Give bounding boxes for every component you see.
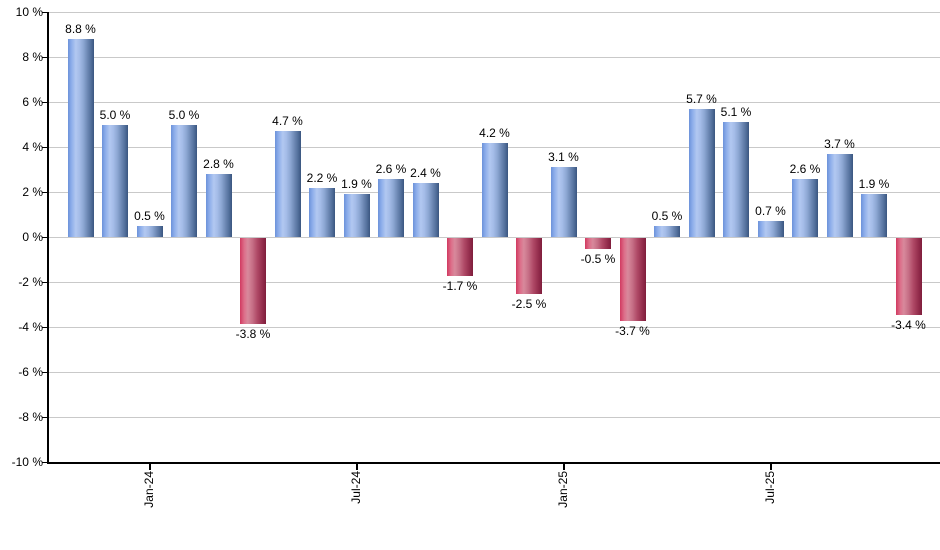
x-axis-tick-label: Jul-25 (763, 471, 777, 504)
bar-Nov-24 (481, 142, 508, 237)
bar-value-label-Aug-25: 2.6 % (789, 161, 821, 176)
bar-value-label-Sep-25: 3.7 % (824, 136, 855, 151)
bar-value-label-Nov-23: 8.8 % (65, 22, 96, 36)
bar-value-label-Jan-25: 3.1 % (548, 150, 579, 165)
bar-value-label-Nov-25: -3.4 % (891, 317, 926, 332)
bar-May-25 (688, 108, 715, 237)
gridline (48, 12, 940, 13)
bar-Dec-24 (516, 238, 542, 295)
bar-Apr-24 (240, 238, 266, 324)
x-axis-tick (562, 462, 565, 470)
bar-value-label-Mar-24: 2.8 % (203, 157, 234, 171)
bar-Mar-24 (205, 174, 232, 237)
bar-value-label-Dec-24: -2.5 % (511, 297, 547, 312)
bar-Oct-25 (861, 194, 887, 237)
y-axis-tick (42, 282, 48, 283)
y-axis-tick-label: 2 % (22, 185, 43, 199)
x-axis-tick-label: Jan-24 (142, 471, 156, 508)
x-axis-tick (148, 462, 151, 470)
gridline (48, 327, 940, 328)
bar-Sep-24 (412, 183, 439, 237)
y-axis-tick (42, 417, 48, 418)
bar-Jan-25 (550, 167, 577, 237)
bar-value-label-Feb-25: -0.5 % (580, 252, 616, 267)
bar-Jun-25 (723, 122, 749, 237)
y-axis-tick-label: 6 % (22, 95, 43, 109)
x-axis-tick (769, 462, 772, 470)
bar-value-label-Jan-24: 0.5 % (134, 208, 165, 223)
gridline (48, 57, 940, 58)
bar-Jul-25 (757, 221, 784, 237)
y-axis-tick (42, 192, 48, 193)
y-axis-tick (42, 57, 48, 58)
bar-value-label-Sep-24: 2.4 % (410, 166, 441, 180)
bar-value-label-Apr-25: 0.5 % (651, 208, 683, 223)
y-axis-tick-label: -8 % (18, 410, 43, 424)
bar-value-label-May-24: 4.7 % (272, 114, 303, 129)
bar-Nov-23 (67, 39, 94, 237)
bar-Aug-24 (378, 178, 404, 237)
y-axis-tick-label: 0 % (22, 230, 43, 244)
bar-value-label-Oct-25: 1.9 % (858, 177, 890, 192)
gridline (48, 417, 940, 418)
bar-Dec-23 (102, 124, 128, 237)
bar-value-label-Apr-24: -3.8 % (235, 326, 271, 341)
gridline (48, 237, 940, 238)
bar-value-label-Dec-23: 5.0 % (99, 107, 131, 122)
bar-Sep-25 (826, 153, 853, 237)
x-axis-tick-label: Jan-25 (556, 471, 570, 508)
y-axis-tick-label: -2 % (18, 275, 43, 289)
gridline (48, 282, 940, 283)
bar-value-label-Jun-24: 2.2 % (306, 170, 338, 185)
bar-value-label-Oct-24: -1.7 % (442, 279, 478, 294)
y-axis-tick-label: -6 % (18, 365, 43, 379)
x-axis-line (47, 462, 940, 464)
gridline (48, 102, 940, 103)
y-axis-tick (42, 147, 48, 148)
bar-value-label-Jul-24: 1.9 % (341, 177, 372, 192)
bar-May-24 (274, 131, 301, 237)
y-axis-tick (42, 372, 48, 373)
y-axis-tick (42, 12, 48, 13)
x-axis-tick-label: Jul-24 (349, 471, 363, 504)
y-axis-tick (42, 102, 48, 103)
bar-value-label-Feb-24: 5.0 % (168, 107, 200, 122)
y-axis-tick (42, 327, 48, 328)
bar-Jun-24 (309, 187, 335, 237)
y-axis-tick (42, 462, 48, 463)
bar-Nov-25 (895, 238, 922, 315)
bar-value-label-Nov-24: 4.2 % (479, 125, 510, 140)
bar-Mar-25 (619, 238, 646, 322)
bar-value-label-Aug-24: 2.6 % (375, 161, 407, 176)
bar-value-label-Mar-25: -3.7 % (615, 324, 650, 339)
y-axis-tick (42, 237, 48, 238)
y-axis-tick-label: 8 % (22, 50, 43, 64)
y-axis-tick-label: -4 % (18, 320, 43, 334)
bar-Jan-24 (136, 225, 163, 237)
gridline (48, 372, 940, 373)
bar-value-label-May-25: 5.7 % (686, 91, 717, 106)
bar-Feb-24 (171, 124, 197, 237)
bar-Oct-24 (447, 238, 473, 277)
bar-Aug-25 (792, 178, 818, 237)
bar-value-label-Jul-25: 0.7 % (755, 204, 786, 219)
bar-value-label-Jun-25: 5.1 % (720, 105, 752, 120)
bar-Jul-24 (343, 194, 370, 237)
bar-Feb-25 (585, 238, 611, 250)
y-axis-tick-label: 10 % (15, 5, 43, 19)
y-axis-tick-label: -10 % (11, 455, 43, 469)
bar-Apr-25 (654, 225, 680, 237)
y-axis-line (47, 12, 49, 464)
x-axis-tick (355, 462, 358, 470)
y-axis-tick-label: 4 % (22, 140, 43, 154)
